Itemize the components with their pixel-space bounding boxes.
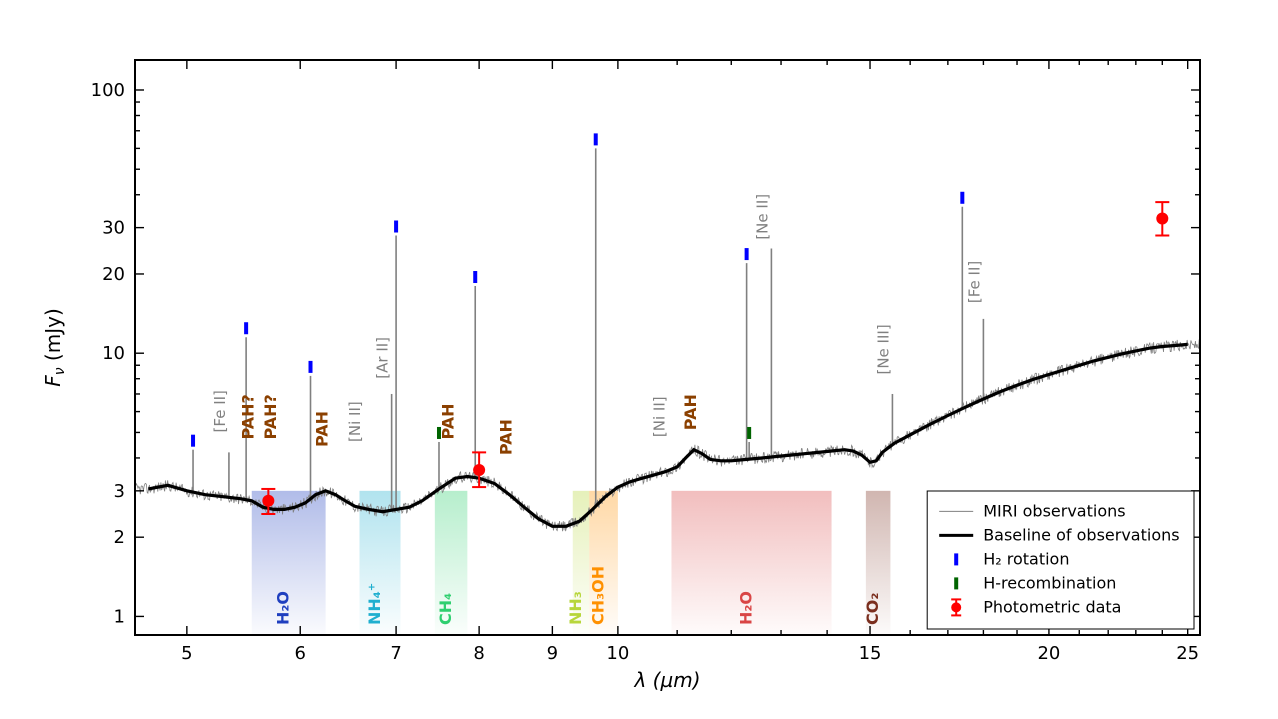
ice-label-CH3OH: CH₃OH [589,566,608,625]
h2-tick-icon [594,133,598,145]
pah-label: PAH [681,394,700,430]
ion-label: [Ne III] [874,324,892,374]
hrec-tick-icon [747,427,751,439]
legend-label-hrec: H-recombination [983,573,1116,592]
ice-label-NH3: NH₃ [566,591,585,625]
legend-label-miri: MIRI observations [983,501,1125,520]
pah-label: PAH [496,419,515,455]
ice-label-CH4: CH₄ [436,593,455,625]
y-tick-label: 100 [91,80,125,101]
y-tick-label: 10 [102,343,125,364]
ion-label: [Ni II] [346,401,364,442]
ion-label: [Ar II] [374,337,392,379]
h2-tick-icon [191,435,195,447]
ice-label-NH4+: NH₄⁺ [365,583,384,625]
legend-swatch-phot [951,602,961,612]
ice-label-CO2: CO₂ [863,593,882,625]
x-tick-label: 5 [181,643,192,664]
y-tick-label: 30 [102,218,125,239]
y-axis-label: Fν (mJy) [41,308,68,387]
h2-tick-icon [960,192,964,204]
x-tick-label: 7 [390,643,401,664]
legend-label-base: Baseline of observations [983,525,1179,544]
y-tick-label: 1 [114,606,125,627]
x-tick-label: 10 [606,643,629,664]
h2-tick-icon [244,322,248,334]
x-tick-label: 8 [473,643,484,664]
pah-label: PAH? [261,394,280,439]
legend-label-h2: H₂ rotation [983,549,1069,568]
ice-label-H2O: H₂O [274,591,293,625]
x-tick-label: 9 [547,643,558,664]
photometric-point [473,464,485,476]
legend-swatch-h2 [954,553,958,565]
h2-tick-icon [473,271,477,283]
y-tick-label: 20 [102,264,125,285]
x-tick-label: 15 [859,643,882,664]
spectrum-chart: H₂O NH₄⁺ CH₄ NH₃CH₃OH H₂O CO₂ [Fe II] [Ni II] [A… [0,0,1278,719]
ion-label: [Ni II] [651,396,669,437]
pah-label: PAH [313,411,332,447]
y-tick-label: 2 [114,527,125,548]
legend-swatch-hrec [954,577,958,589]
pah-label: PAH [438,403,457,439]
ice-label-H2O_2: H₂O [737,591,756,625]
h2-tick-icon [309,361,313,373]
x-tick-label: 6 [295,643,306,664]
ion-label: [Fe II] [211,390,229,432]
h2-tick-icon [745,248,749,260]
chart-container: H₂O NH₄⁺ CH₄ NH₃CH₃OH H₂O CO₂ [Fe II] [Ni II] [A… [0,0,1278,719]
x-axis-label: λ (µm) [633,668,700,692]
ion-label: [Ne II] [753,194,771,240]
x-tick-label: 25 [1176,643,1199,664]
photometric-point [1156,212,1168,224]
legend-label-phot: Photometric data [983,597,1121,616]
x-tick-label: 20 [1037,643,1060,664]
photometric-point [262,495,274,507]
h2-tick-icon [394,221,398,233]
ion-label: [Fe II] [965,261,983,303]
pah-label: PAH? [239,394,258,439]
y-tick-label: 3 [114,481,125,502]
